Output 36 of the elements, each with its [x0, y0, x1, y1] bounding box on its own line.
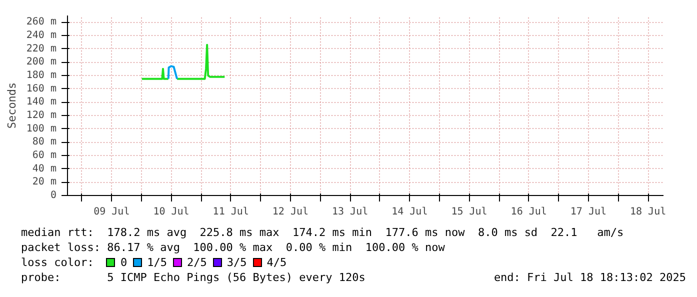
x-tick-label: 18 Jul — [630, 206, 666, 218]
x-tick-label: 13 Jul — [332, 206, 368, 218]
legend-label: 2/5 — [186, 256, 207, 269]
legend-label: 4/5 — [266, 256, 287, 269]
x-tick-label: 17 Jul — [570, 206, 607, 218]
x-tick-label: 11 Jul — [212, 206, 249, 218]
text: end: Fri Jul 18 18:13:02 2025 — [494, 270, 686, 285]
y-tick-label: 240 m — [26, 30, 57, 41]
y-axis-title: Seconds — [5, 82, 18, 129]
y-tick-label: 160 m — [26, 83, 57, 94]
legend-label: 0 — [120, 256, 128, 269]
x-tick-label: 14 Jul — [392, 206, 428, 218]
y-tick-label: 120 m — [26, 110, 57, 121]
x-tick-label: 12 Jul — [272, 206, 309, 218]
y-tick-label: 60 m — [32, 150, 57, 161]
y-tick-label: 80 m — [32, 136, 57, 148]
x-tick-label: 10 Jul — [153, 206, 190, 218]
x-tick-label: 15 Jul — [451, 206, 488, 218]
x-tick-label: 09 Jul — [94, 206, 130, 218]
x-tick-label: 16 Jul — [510, 206, 547, 218]
line-series — [167, 65, 178, 80]
y-tick-label: 40 m — [32, 163, 57, 174]
y-tick-label: 0 — [50, 190, 57, 201]
legend-title: loss color: — [21, 256, 94, 269]
legend-label: 3/5 — [226, 256, 247, 269]
y-tick-label: 20 m — [32, 176, 57, 188]
legend-label: 1/5 — [147, 256, 167, 269]
text: median rtt: 178.2 ms avg 225.8 ms max 174.2 ms min 177.6 ms now 8.0 ms sd 22.1 am/s — [21, 225, 625, 240]
text: probe: 5 ICMP Echo Pings (56 Bytes) every 120s — [21, 270, 366, 285]
y-tick-label: 260 m — [26, 16, 57, 28]
y-tick-label: 200 m — [26, 56, 57, 68]
y-tick-label: 180 m — [26, 70, 57, 81]
y-tick-label: 100 m — [26, 123, 57, 134]
y-tick-label: 220 m — [26, 43, 57, 54]
text: packet loss: 86.17 % avg 100.00 % max 0.00 % min 100.00 % now — [21, 240, 446, 255]
y-tick-label: 140 m — [26, 96, 57, 108]
